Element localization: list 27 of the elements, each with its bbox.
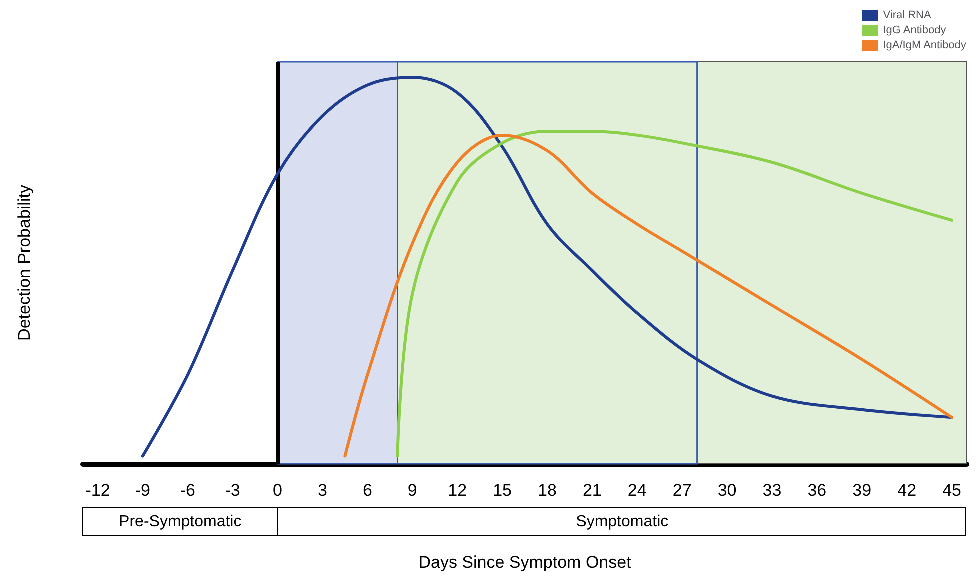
x-axis-title: Days Since Symptom Onset — [418, 553, 632, 572]
x-tick-label: 36 — [808, 481, 827, 500]
x-tick-label: -3 — [225, 481, 240, 500]
legend-label: IgG Antibody — [883, 24, 947, 36]
x-tick-label: 18 — [538, 481, 557, 500]
x-tick-label: 45 — [942, 481, 962, 500]
x-tick-label: 3 — [318, 481, 328, 500]
x-tick-label: 9 — [408, 481, 418, 500]
x-tick-label: -6 — [180, 481, 196, 500]
x-tick-label: 42 — [898, 481, 917, 500]
legend-label: IgA/IgM Antibody — [883, 40, 967, 52]
x-tick-label: 6 — [362, 481, 372, 500]
x-tick-label: -9 — [135, 481, 150, 500]
text: Symptomatic — [576, 514, 669, 530]
legend-label: Viral RNA — [883, 10, 932, 22]
x-tick-label: 0 — [273, 481, 283, 500]
y-axis-title: Detection Probability — [15, 184, 34, 341]
x-tick-label: -12 — [86, 481, 110, 500]
x-tick-label: 30 — [718, 481, 737, 500]
x-tick-label: 12 — [448, 481, 468, 500]
text: Pre-Symptomatic — [119, 514, 242, 530]
x-tick-label: 39 — [852, 481, 872, 500]
x-tick-label: 33 — [762, 481, 782, 500]
x-tick-label: 27 — [672, 481, 692, 500]
x-tick-label: 15 — [493, 481, 512, 500]
x-tick-label: 21 — [582, 481, 602, 500]
x-tick-label: 24 — [628, 481, 647, 500]
